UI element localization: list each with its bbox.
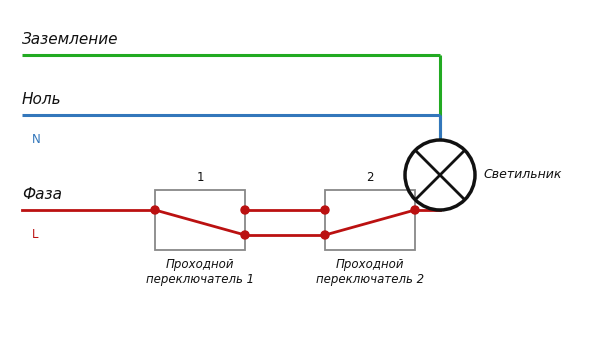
Circle shape	[241, 231, 249, 239]
Text: Светильник: Светильник	[483, 169, 562, 182]
Text: Проходной
переключатель 2: Проходной переключатель 2	[316, 258, 424, 286]
Bar	[325, 190, 415, 250]
Text: Проходной
переключатель 1: Проходной переключатель 1	[146, 258, 254, 286]
Text: Фаза: Фаза	[22, 187, 62, 202]
Bar	[155, 190, 245, 250]
Circle shape	[321, 231, 329, 239]
Circle shape	[151, 206, 159, 214]
Text: 2: 2	[366, 171, 374, 184]
Text: Ноль: Ноль	[22, 92, 62, 107]
Text: 1: 1	[196, 171, 204, 184]
Text: Заземление: Заземление	[22, 32, 119, 47]
Text: N: N	[32, 133, 41, 146]
Circle shape	[411, 206, 419, 214]
Text: L: L	[32, 228, 38, 241]
Circle shape	[241, 206, 249, 214]
Circle shape	[321, 206, 329, 214]
